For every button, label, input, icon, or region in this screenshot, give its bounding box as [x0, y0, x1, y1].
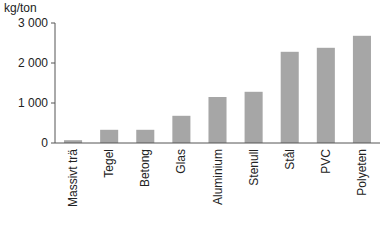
x-axis-line [55, 143, 380, 144]
x-tick-label: Stenull [247, 149, 261, 186]
chart-svg: kg/ton 0 1 000 2 000 3 000 Massivt trä Tegel Be… [0, 0, 383, 227]
y-tick-label: 0 [41, 136, 48, 150]
y-tick [51, 103, 55, 104]
bar [136, 130, 154, 143]
chart-container: kg/ton 0 1 000 2 000 3 000 Massivt trä Tegel Be… [0, 0, 383, 227]
y-tick-label: 1 000 [18, 96, 48, 110]
y-axis-line [55, 23, 56, 143]
y-tick [51, 23, 55, 24]
bar [353, 36, 371, 143]
y-tick [51, 143, 55, 144]
x-tick-label: Massivt trä [66, 149, 80, 207]
y-tick-label: 2 000 [18, 56, 48, 70]
x-tick-label: Betong [138, 149, 152, 187]
y-tick-label: 3 000 [18, 16, 48, 30]
bar [100, 130, 118, 143]
bar [245, 92, 263, 143]
x-tick-label: Stål [283, 149, 297, 170]
x-tick-label: Tegel [102, 149, 116, 178]
x-tick-label: Aluminium [211, 149, 225, 205]
y-axis-label: kg/ton [4, 1, 37, 15]
bar [317, 48, 335, 143]
x-tick-label: Glas [174, 149, 188, 174]
x-tick-label: Polyeten [355, 149, 369, 196]
bar [208, 97, 226, 143]
bar [172, 116, 190, 143]
bar [281, 52, 299, 143]
y-tick [51, 63, 55, 64]
bars [64, 36, 371, 143]
x-tick-label: PVC [319, 149, 333, 174]
